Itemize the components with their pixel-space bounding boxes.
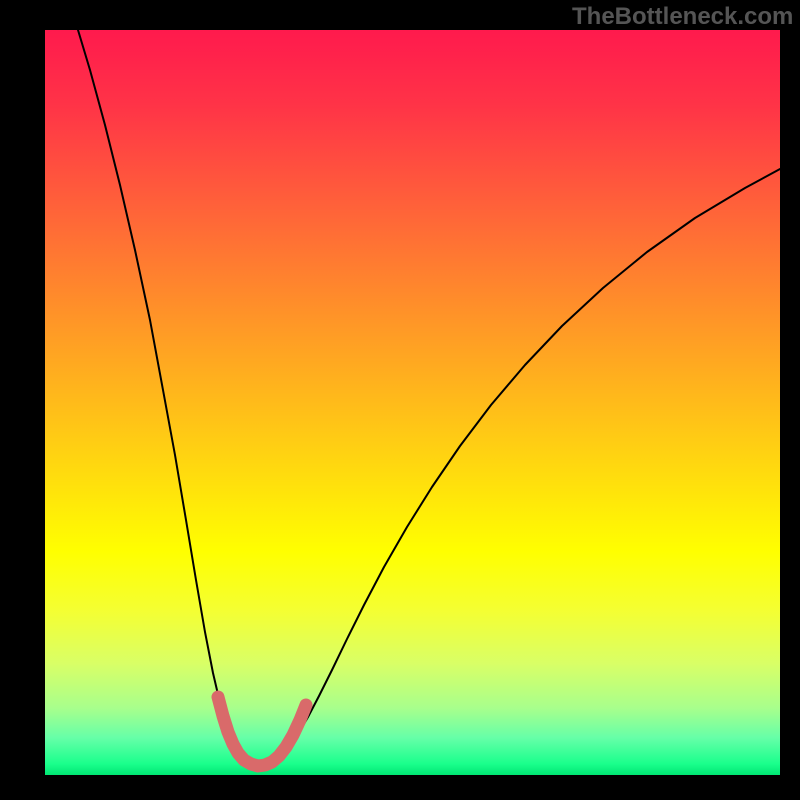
- bottleneck-chart: [0, 0, 800, 800]
- plot-background: [45, 30, 780, 775]
- watermark-text: TheBottleneck.com: [572, 3, 793, 31]
